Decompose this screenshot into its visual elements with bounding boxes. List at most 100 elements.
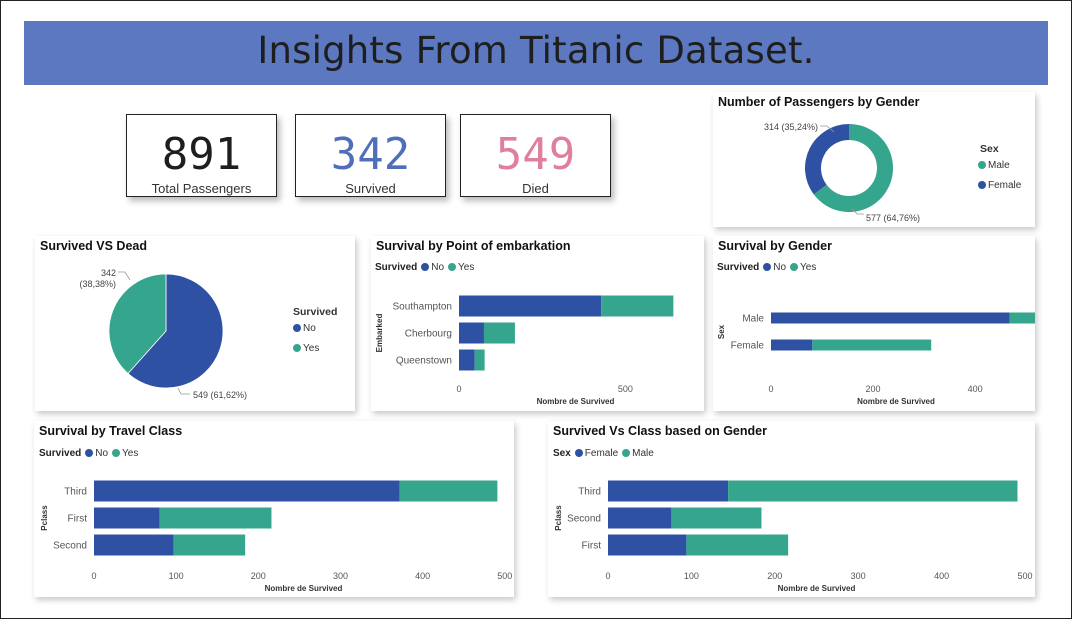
bar-first-female xyxy=(608,534,687,556)
bar-second-no xyxy=(94,534,174,556)
data-label-yes-pct: (38,38%) xyxy=(79,279,116,289)
legend-label: Yes xyxy=(303,343,320,354)
legend-item-female[interactable]: Female xyxy=(584,448,619,459)
x-axis-label: Nombre de Survived xyxy=(857,397,935,406)
category-label: Third xyxy=(64,487,87,498)
bar-male-yes xyxy=(1009,312,1035,324)
bar-first-no xyxy=(94,507,160,529)
category-label: Second xyxy=(53,541,87,552)
y-axis-label: Pclass xyxy=(554,505,563,531)
chart-title: Survival by Travel Class xyxy=(39,424,183,438)
legend-swatch-no xyxy=(85,449,94,457)
chart-title: Survived VS Dead xyxy=(40,239,147,253)
legend-item-male[interactable]: Male xyxy=(978,160,1010,171)
x-axis-label: Nombre de Survived xyxy=(265,584,343,593)
legend-swatch-yes xyxy=(790,263,799,271)
bar-cherbourg-no xyxy=(459,322,484,344)
kpi-label: Survived xyxy=(345,181,396,196)
bar-female-no xyxy=(771,339,813,351)
chart-legend: Survived No Yes xyxy=(39,448,138,459)
legend-label: Male xyxy=(988,160,1010,171)
legend-label: Female xyxy=(988,180,1022,191)
tick-label: 0 xyxy=(768,384,773,394)
bar-third-yes xyxy=(399,480,498,502)
pie-slice-no xyxy=(127,273,224,389)
donut-slice-male xyxy=(813,124,893,212)
category-label: Female xyxy=(731,341,765,352)
legend-swatch-no xyxy=(421,263,430,271)
category-label: Southampton xyxy=(393,302,453,313)
bar-third-male xyxy=(728,480,1018,502)
legend-item-yes[interactable]: Yes xyxy=(458,262,475,273)
bar-southampton-no xyxy=(459,295,602,317)
legend-item-yes[interactable]: Yes xyxy=(800,262,817,273)
category-label: Cherbourg xyxy=(405,329,452,340)
bar-chart: Male Female 0 200 400 Nombre de Survived Sex xyxy=(717,312,1035,406)
header-banner: Insights From Titanic Dataset. xyxy=(24,21,1048,85)
bar-southampton-yes xyxy=(601,295,674,317)
tick-label: 100 xyxy=(169,571,184,581)
tick-label: 500 xyxy=(497,571,512,581)
bar-queenstown-yes xyxy=(474,349,485,371)
legend-title: Survived xyxy=(293,306,338,318)
bar-first-yes xyxy=(159,507,272,529)
chart-card-passengers-by-gender[interactable]: Number of Passengers by Gender 314 (35,2… xyxy=(713,92,1035,227)
legend-item-no[interactable]: No xyxy=(95,448,109,459)
category-label: First xyxy=(582,541,602,552)
bar-first-male xyxy=(686,534,789,556)
kpi-label: Total Passengers xyxy=(151,181,252,196)
tick-label: 200 xyxy=(866,384,881,394)
bar-queenstown-no xyxy=(459,349,475,371)
category-label: Male xyxy=(742,314,764,325)
legend-item-no[interactable]: No xyxy=(431,262,445,273)
category-label: Second xyxy=(567,514,601,525)
legend-item-no[interactable]: No xyxy=(773,262,787,273)
legend-swatch-yes xyxy=(448,263,457,271)
tick-label: 200 xyxy=(767,571,782,581)
legend-item-yes[interactable]: Yes xyxy=(122,448,139,459)
donut-slice-female xyxy=(805,124,849,195)
kpi-value: 549 xyxy=(495,129,576,180)
x-axis-label: Nombre de Survived xyxy=(537,397,615,406)
bar-third-no xyxy=(94,480,400,502)
tick-label: 400 xyxy=(415,571,430,581)
chart-title: Survived Vs Class based on Gender xyxy=(553,424,767,438)
legend-swatch-no xyxy=(293,324,301,332)
leader-line xyxy=(851,207,864,215)
chart-card-class-by-gender[interactable]: Survived Vs Class based on Gender Sex Fem… xyxy=(548,421,1035,597)
legend-swatch-female xyxy=(978,181,986,189)
legend-swatch-no xyxy=(763,263,772,271)
chart-legend: Survived No Yes xyxy=(717,262,816,273)
legend-item-yes[interactable]: Yes xyxy=(293,343,319,354)
legend-item-no[interactable]: No xyxy=(293,323,316,334)
y-axis-label: Sex xyxy=(717,324,726,339)
legend-title: Survived xyxy=(717,262,760,273)
legend-swatch-yes xyxy=(112,449,121,457)
legend-title: Sex xyxy=(980,143,999,155)
chart-title: Number of Passengers by Gender xyxy=(718,95,920,109)
bar-chart: Southampton Cherbourg Queenstown 0 500Nombre… xyxy=(375,295,674,406)
tick-label: 400 xyxy=(968,384,983,394)
chart-card-survival-by-class[interactable]: Survival by Travel Class Survived No Yes T… xyxy=(34,421,514,597)
kpi-label: Died xyxy=(522,181,549,196)
category-label: Third xyxy=(578,487,601,498)
legend-title: Sex xyxy=(553,448,571,459)
y-axis-label: Pclass xyxy=(40,505,49,531)
donut-chart: 314 (35,24%) 577 (64,76%) xyxy=(764,122,920,223)
tick-label: 200 xyxy=(251,571,266,581)
bar-chart: Third First Second 0 100 200 300 400 500 Nombre d… xyxy=(40,480,512,593)
pie-slice-yes xyxy=(108,273,167,375)
chart-card-survived-vs-dead[interactable]: Survived VS Dead 342 (38,38%) 549 (61,62%)… xyxy=(35,236,355,411)
bar-second-female xyxy=(608,507,672,529)
legend-swatch-female xyxy=(574,449,583,457)
legend-item-female[interactable]: Female xyxy=(978,180,1021,191)
leader-line xyxy=(177,387,190,395)
kpi-survived: 342 Survived xyxy=(295,114,446,197)
bar-male-no xyxy=(771,312,1010,324)
category-label: Queenstown xyxy=(396,356,452,367)
chart-card-survival-by-embarkation[interactable]: Survival by Point of embarkation Survive… xyxy=(371,236,704,411)
page-title: Insights From Titanic Dataset. xyxy=(257,29,815,72)
chart-card-survival-by-gender[interactable]: Survival by Gender Survived No Yes Male Fem… xyxy=(713,236,1035,411)
tick-label: 0 xyxy=(605,571,610,581)
legend-item-male[interactable]: Male xyxy=(632,448,654,459)
